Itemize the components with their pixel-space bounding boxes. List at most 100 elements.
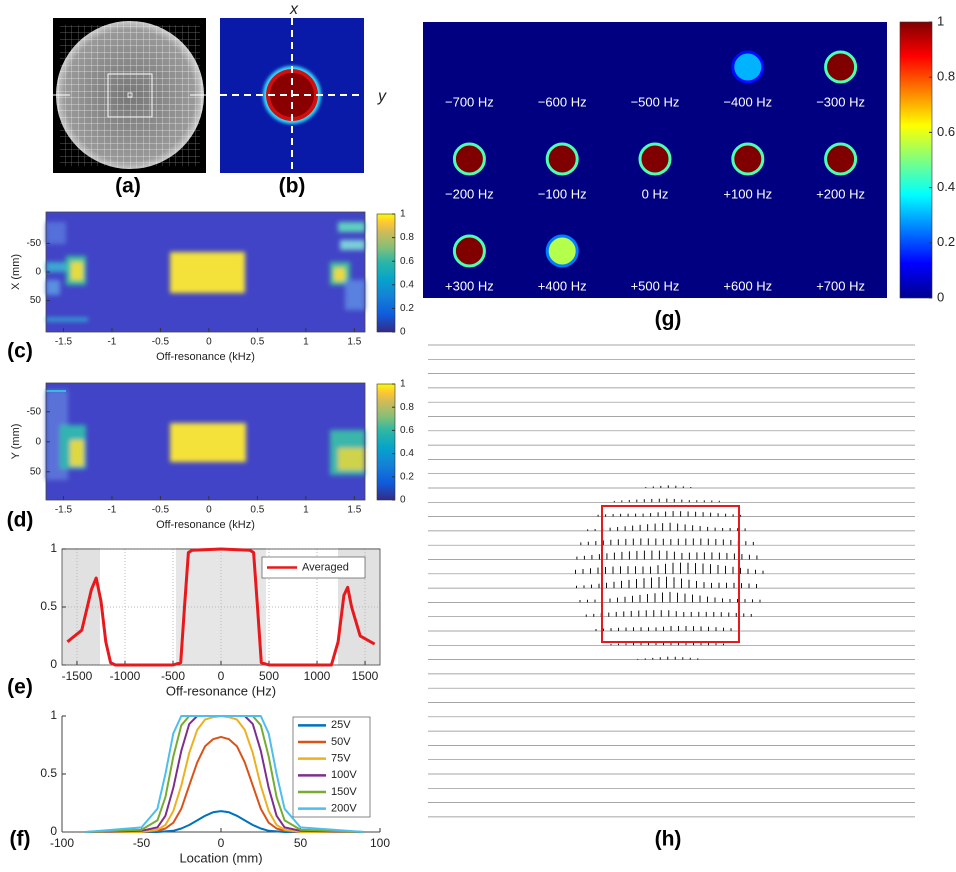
cell-label: −700 Hz — [445, 94, 494, 109]
colorbar-tick-label: 0.2 — [400, 303, 414, 314]
axis-label: y — [377, 88, 387, 105]
excitation-spot — [452, 234, 486, 268]
colorbar-tick-label: 0 — [937, 289, 944, 304]
x-tick-label: -0.5 — [152, 337, 170, 348]
excitation-spot — [824, 50, 858, 84]
x-axis-label: Off-resonance (Hz) — [166, 683, 276, 698]
heatmap-image — [46, 212, 365, 332]
data-line — [85, 715, 365, 833]
colorbar — [376, 213, 396, 333]
plot-frame — [45, 382, 366, 501]
cell-label: −400 Hz — [723, 94, 772, 109]
colorbar-tick-label: 1 — [937, 13, 944, 28]
colorbar-tick-label: 0.8 — [400, 402, 414, 413]
excitation-spot — [452, 142, 486, 176]
plot-frame — [45, 211, 366, 333]
heatmap-image — [46, 383, 365, 500]
x-tick-label: 500 — [259, 669, 279, 683]
x-axis-label: Location (mm) — [179, 850, 262, 865]
y-tick-label: 0 — [50, 824, 57, 838]
x-tick-label: -1 — [107, 505, 116, 516]
colorbar-tick-label: 0.4 — [400, 279, 414, 290]
excitation-spot — [545, 234, 579, 268]
y-tick-label: 0 — [50, 657, 57, 671]
data-line — [85, 810, 365, 833]
y-tick-label: 0.5 — [40, 766, 57, 780]
legend-box — [292, 716, 371, 818]
x-axis-label: Off-resonance (kHz) — [156, 519, 255, 531]
x-tick-label: 0.5 — [250, 505, 264, 516]
cell-label: +300 Hz — [445, 278, 494, 293]
x-tick-label: 0.5 — [250, 337, 264, 348]
legend-box — [261, 556, 366, 579]
excitation-spot — [638, 234, 672, 268]
excitation-image — [220, 18, 364, 173]
x-tick-label: -1.5 — [55, 505, 73, 516]
legend-label: 25V — [331, 719, 351, 731]
x-tick-label: 0 — [218, 669, 225, 683]
data-line — [66, 547, 376, 667]
panel-label: (h) — [655, 828, 682, 851]
panel-label: (d) — [7, 509, 34, 532]
excitation-spot — [824, 234, 858, 268]
x-tick-label: 100 — [370, 836, 390, 850]
cell-label: +400 Hz — [538, 278, 587, 293]
y-axis-label: X (mm) — [10, 254, 22, 290]
panel-label: (c) — [7, 340, 33, 363]
colorbar-tick-label: 0.6 — [937, 124, 955, 139]
spectra-stack — [428, 344, 915, 818]
cell-label: −600 Hz — [538, 94, 587, 109]
y-tick-label: -50 — [27, 238, 42, 249]
x-tick-label: -50 — [133, 836, 151, 850]
x-tick-label: -0.5 — [152, 505, 170, 516]
x-tick-label: 1.5 — [347, 505, 361, 516]
excitation-spot — [638, 142, 672, 176]
excitation-spot — [545, 142, 579, 176]
y-tick-label: -50 — [27, 406, 42, 417]
x-tick-label: 1000 — [304, 669, 331, 683]
colorbar — [899, 21, 933, 299]
legend-label: 100V — [331, 769, 357, 781]
x-tick-label: 0 — [206, 337, 212, 348]
y-axis-label: Y (mm) — [10, 424, 22, 460]
excitation-spot — [731, 142, 765, 176]
x-tick-label: 1500 — [352, 669, 379, 683]
legend-label: 50V — [331, 736, 351, 748]
x-tick-label: 1 — [303, 505, 309, 516]
x-tick-label: 1.5 — [347, 337, 361, 348]
y-tick-label: 50 — [30, 466, 42, 477]
excitation-spot — [824, 142, 858, 176]
colorbar-tick-label: 0.6 — [400, 425, 414, 436]
x-tick-label: -1 — [107, 337, 116, 348]
phantom-image — [53, 18, 206, 173]
x-tick-label: 1 — [303, 337, 309, 348]
excitation-spot — [638, 50, 672, 84]
panel-label: (e) — [7, 676, 33, 699]
cell-label: −200 Hz — [445, 186, 494, 201]
colorbar-tick-label: 0.4 — [937, 179, 955, 194]
axis-label: x — [289, 1, 299, 18]
cell-label: −300 Hz — [816, 94, 865, 109]
colorbar-tick-label: 0.4 — [400, 448, 414, 459]
colorbar-tick-label: 0.2 — [400, 471, 414, 482]
y-tick-label: 0 — [35, 267, 41, 278]
cell-label: +200 Hz — [816, 186, 865, 201]
cell-label: −500 Hz — [631, 94, 680, 109]
colorbar-tick-label: 0 — [400, 327, 406, 338]
colorbar — [376, 383, 396, 501]
colorbar-tick-label: 1 — [400, 379, 406, 390]
legend-label: 75V — [331, 753, 351, 765]
panel-label: (g) — [655, 308, 682, 331]
roi-box — [601, 505, 740, 643]
legend-label: 150V — [331, 786, 357, 798]
x-tick-label: -500 — [161, 669, 185, 683]
cell-label: +600 Hz — [723, 278, 772, 293]
cell-label: +700 Hz — [816, 278, 865, 293]
colorbar-tick-label: 1 — [400, 209, 406, 220]
x-tick-label: -1.5 — [55, 337, 73, 348]
colorbar-tick-label: 0.8 — [400, 232, 414, 243]
excitation-spot — [545, 50, 579, 84]
x-axis-label: Off-resonance (kHz) — [156, 351, 255, 363]
legend-label: Averaged — [302, 561, 349, 573]
